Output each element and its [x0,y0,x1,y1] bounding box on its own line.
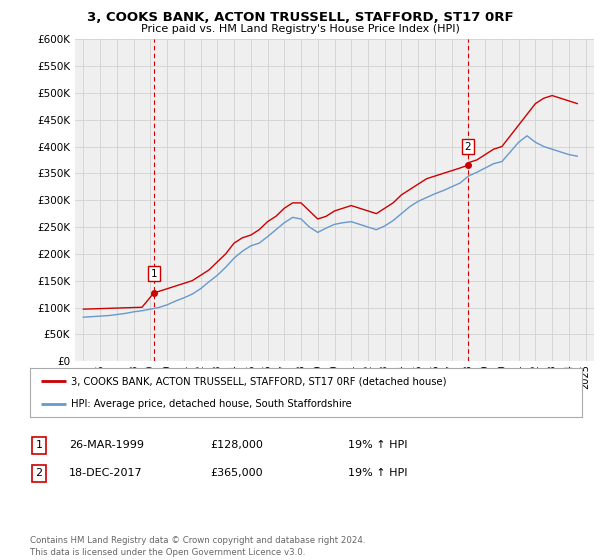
Text: 26-MAR-1999: 26-MAR-1999 [69,440,144,450]
Text: £128,000: £128,000 [210,440,263,450]
Text: £365,000: £365,000 [210,468,263,478]
Text: 3, COOKS BANK, ACTON TRUSSELL, STAFFORD, ST17 0RF: 3, COOKS BANK, ACTON TRUSSELL, STAFFORD,… [86,11,514,24]
Text: HPI: Average price, detached house, South Staffordshire: HPI: Average price, detached house, Sout… [71,399,352,409]
Text: 3, COOKS BANK, ACTON TRUSSELL, STAFFORD, ST17 0RF (detached house): 3, COOKS BANK, ACTON TRUSSELL, STAFFORD,… [71,376,447,386]
Text: 18-DEC-2017: 18-DEC-2017 [69,468,143,478]
Text: 2: 2 [35,468,43,478]
Text: 1: 1 [151,269,158,279]
Text: 2: 2 [464,142,471,152]
Text: 19% ↑ HPI: 19% ↑ HPI [348,440,407,450]
Text: 1: 1 [35,440,43,450]
Text: Price paid vs. HM Land Registry's House Price Index (HPI): Price paid vs. HM Land Registry's House … [140,24,460,34]
Text: Contains HM Land Registry data © Crown copyright and database right 2024.
This d: Contains HM Land Registry data © Crown c… [30,536,365,557]
Text: 19% ↑ HPI: 19% ↑ HPI [348,468,407,478]
